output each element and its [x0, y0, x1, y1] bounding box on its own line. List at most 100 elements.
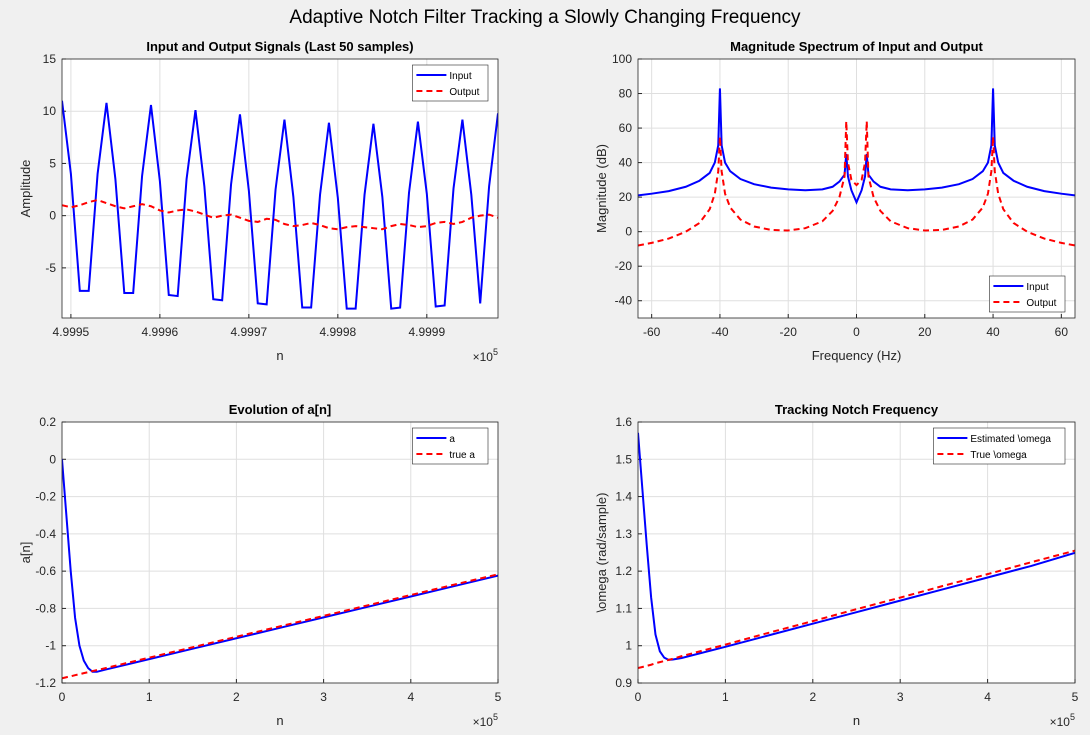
axes-title: Tracking Notch Frequency [775, 402, 939, 417]
x-tick-label: 4 [984, 690, 991, 704]
x-tick-label: 2 [809, 690, 816, 704]
x-tick-label: 3 [320, 690, 327, 704]
y-tick-label: 100 [612, 52, 632, 66]
y-tick-label: 0 [49, 452, 56, 466]
x-multiplier-base: ×10 [473, 350, 494, 364]
x-tick-label: 4 [407, 690, 414, 704]
x-multiplier-exponent: 5 [493, 712, 498, 722]
y-axis-label: Amplitude [18, 160, 33, 218]
x-axis-label: Frequency (Hz) [812, 348, 902, 363]
series-line [62, 198, 498, 231]
legend-label: Input [1026, 282, 1048, 293]
series-line [62, 459, 498, 673]
y-axis-label: Magnitude (dB) [594, 144, 609, 233]
axes-title: Input and Output Signals (Last 50 sample… [146, 39, 413, 54]
legend: a true a [412, 427, 489, 465]
axes-title: Magnitude Spectrum of Input and Output [730, 39, 983, 54]
legend-label: true a [449, 450, 475, 461]
y-tick-label: 20 [619, 190, 633, 204]
x-tick-label: 2 [233, 690, 240, 704]
y-tick-label: 0 [625, 225, 632, 239]
x-multiplier: ×105 [473, 347, 498, 364]
x-multiplier: ×105 [1050, 712, 1075, 729]
x-tick-label: 4.9996 [142, 325, 179, 339]
legend-label: True \omega [970, 450, 1027, 461]
x-tick-label: 1 [146, 690, 153, 704]
figure-title: Adaptive Notch Filter Tracking a Slowly … [289, 7, 801, 28]
series-line [638, 549, 1075, 670]
axes-box [637, 58, 1076, 319]
y-tick-label: 10 [43, 104, 57, 118]
y-tick-label: -20 [615, 259, 633, 273]
x-tick-label: 20 [918, 325, 932, 339]
x-tick-label: 4.9998 [319, 325, 356, 339]
y-tick-label: 1.3 [615, 527, 632, 541]
legend: Input Output [412, 64, 489, 102]
y-axis-label: a[n] [18, 542, 33, 564]
legend-box [933, 427, 1066, 465]
y-tick-label: 0.9 [615, 676, 632, 690]
x-multiplier-base: ×10 [1050, 715, 1071, 729]
axes-box [61, 58, 499, 319]
x-tick-label: 0 [853, 325, 860, 339]
x-tick-label: 60 [1055, 325, 1069, 339]
legend-box [412, 64, 489, 102]
y-tick-label: 40 [619, 156, 633, 170]
x-tick-label: 5 [495, 690, 502, 704]
x-tick-label: 1 [722, 690, 729, 704]
legend: Input Output [989, 275, 1066, 313]
legend-box [989, 275, 1066, 313]
y-tick-label: 60 [619, 121, 633, 135]
axes-box [637, 421, 1076, 684]
x-tick-label: 4.9997 [231, 325, 268, 339]
y-tick-label: -0.2 [35, 490, 56, 504]
y-tick-label: -40 [615, 294, 633, 308]
series-line [62, 100, 498, 310]
axes-background [638, 422, 1075, 683]
legend-label: a [449, 434, 455, 445]
x-multiplier-base: ×10 [473, 715, 494, 729]
legend: Estimated \omega True \omega [933, 427, 1066, 465]
y-tick-label: 1.6 [615, 415, 632, 429]
y-tick-label: -5 [45, 261, 56, 275]
series-line [638, 121, 1075, 247]
x-tick-label: 40 [986, 325, 1000, 339]
y-tick-label: 15 [43, 52, 57, 66]
y-tick-label: -0.6 [35, 564, 56, 578]
axes-background [62, 422, 498, 683]
legend-label: Estimated \omega [970, 434, 1051, 445]
y-tick-label: 1.5 [615, 452, 632, 466]
legend-label: Output [1026, 298, 1056, 309]
axes-title: Evolution of a[n] [229, 402, 332, 417]
y-tick-label: -0.8 [35, 601, 56, 615]
x-tick-label: 0 [635, 690, 642, 704]
y-tick-label: 80 [619, 87, 633, 101]
x-multiplier: ×105 [473, 712, 498, 729]
x-tick-label: 3 [897, 690, 904, 704]
x-axis-label: n [276, 713, 283, 728]
x-tick-label: 5 [1072, 690, 1079, 704]
legend-box [412, 427, 489, 465]
series-line [62, 573, 498, 680]
series-line [638, 432, 1075, 661]
y-axis-label: \omega (rad/sample) [594, 493, 609, 613]
y-tick-label: 5 [49, 156, 56, 170]
x-axis-label: n [276, 348, 283, 363]
x-multiplier-exponent: 5 [1070, 712, 1075, 722]
x-tick-label: 4.9999 [408, 325, 445, 339]
x-tick-label: 0 [59, 690, 66, 704]
y-tick-label: -1.2 [35, 676, 56, 690]
x-tick-label: -40 [711, 325, 729, 339]
series-line [638, 88, 1075, 205]
y-tick-label: 0.2 [39, 415, 56, 429]
y-tick-label: 1.4 [615, 490, 632, 504]
y-tick-label: -1 [45, 639, 56, 653]
legend-label: Output [449, 87, 479, 98]
y-tick-label: 1.1 [615, 601, 632, 615]
x-multiplier-exponent: 5 [493, 347, 498, 357]
y-tick-label: -0.4 [35, 527, 56, 541]
axes-box [61, 421, 499, 684]
y-tick-label: 0 [49, 209, 56, 223]
